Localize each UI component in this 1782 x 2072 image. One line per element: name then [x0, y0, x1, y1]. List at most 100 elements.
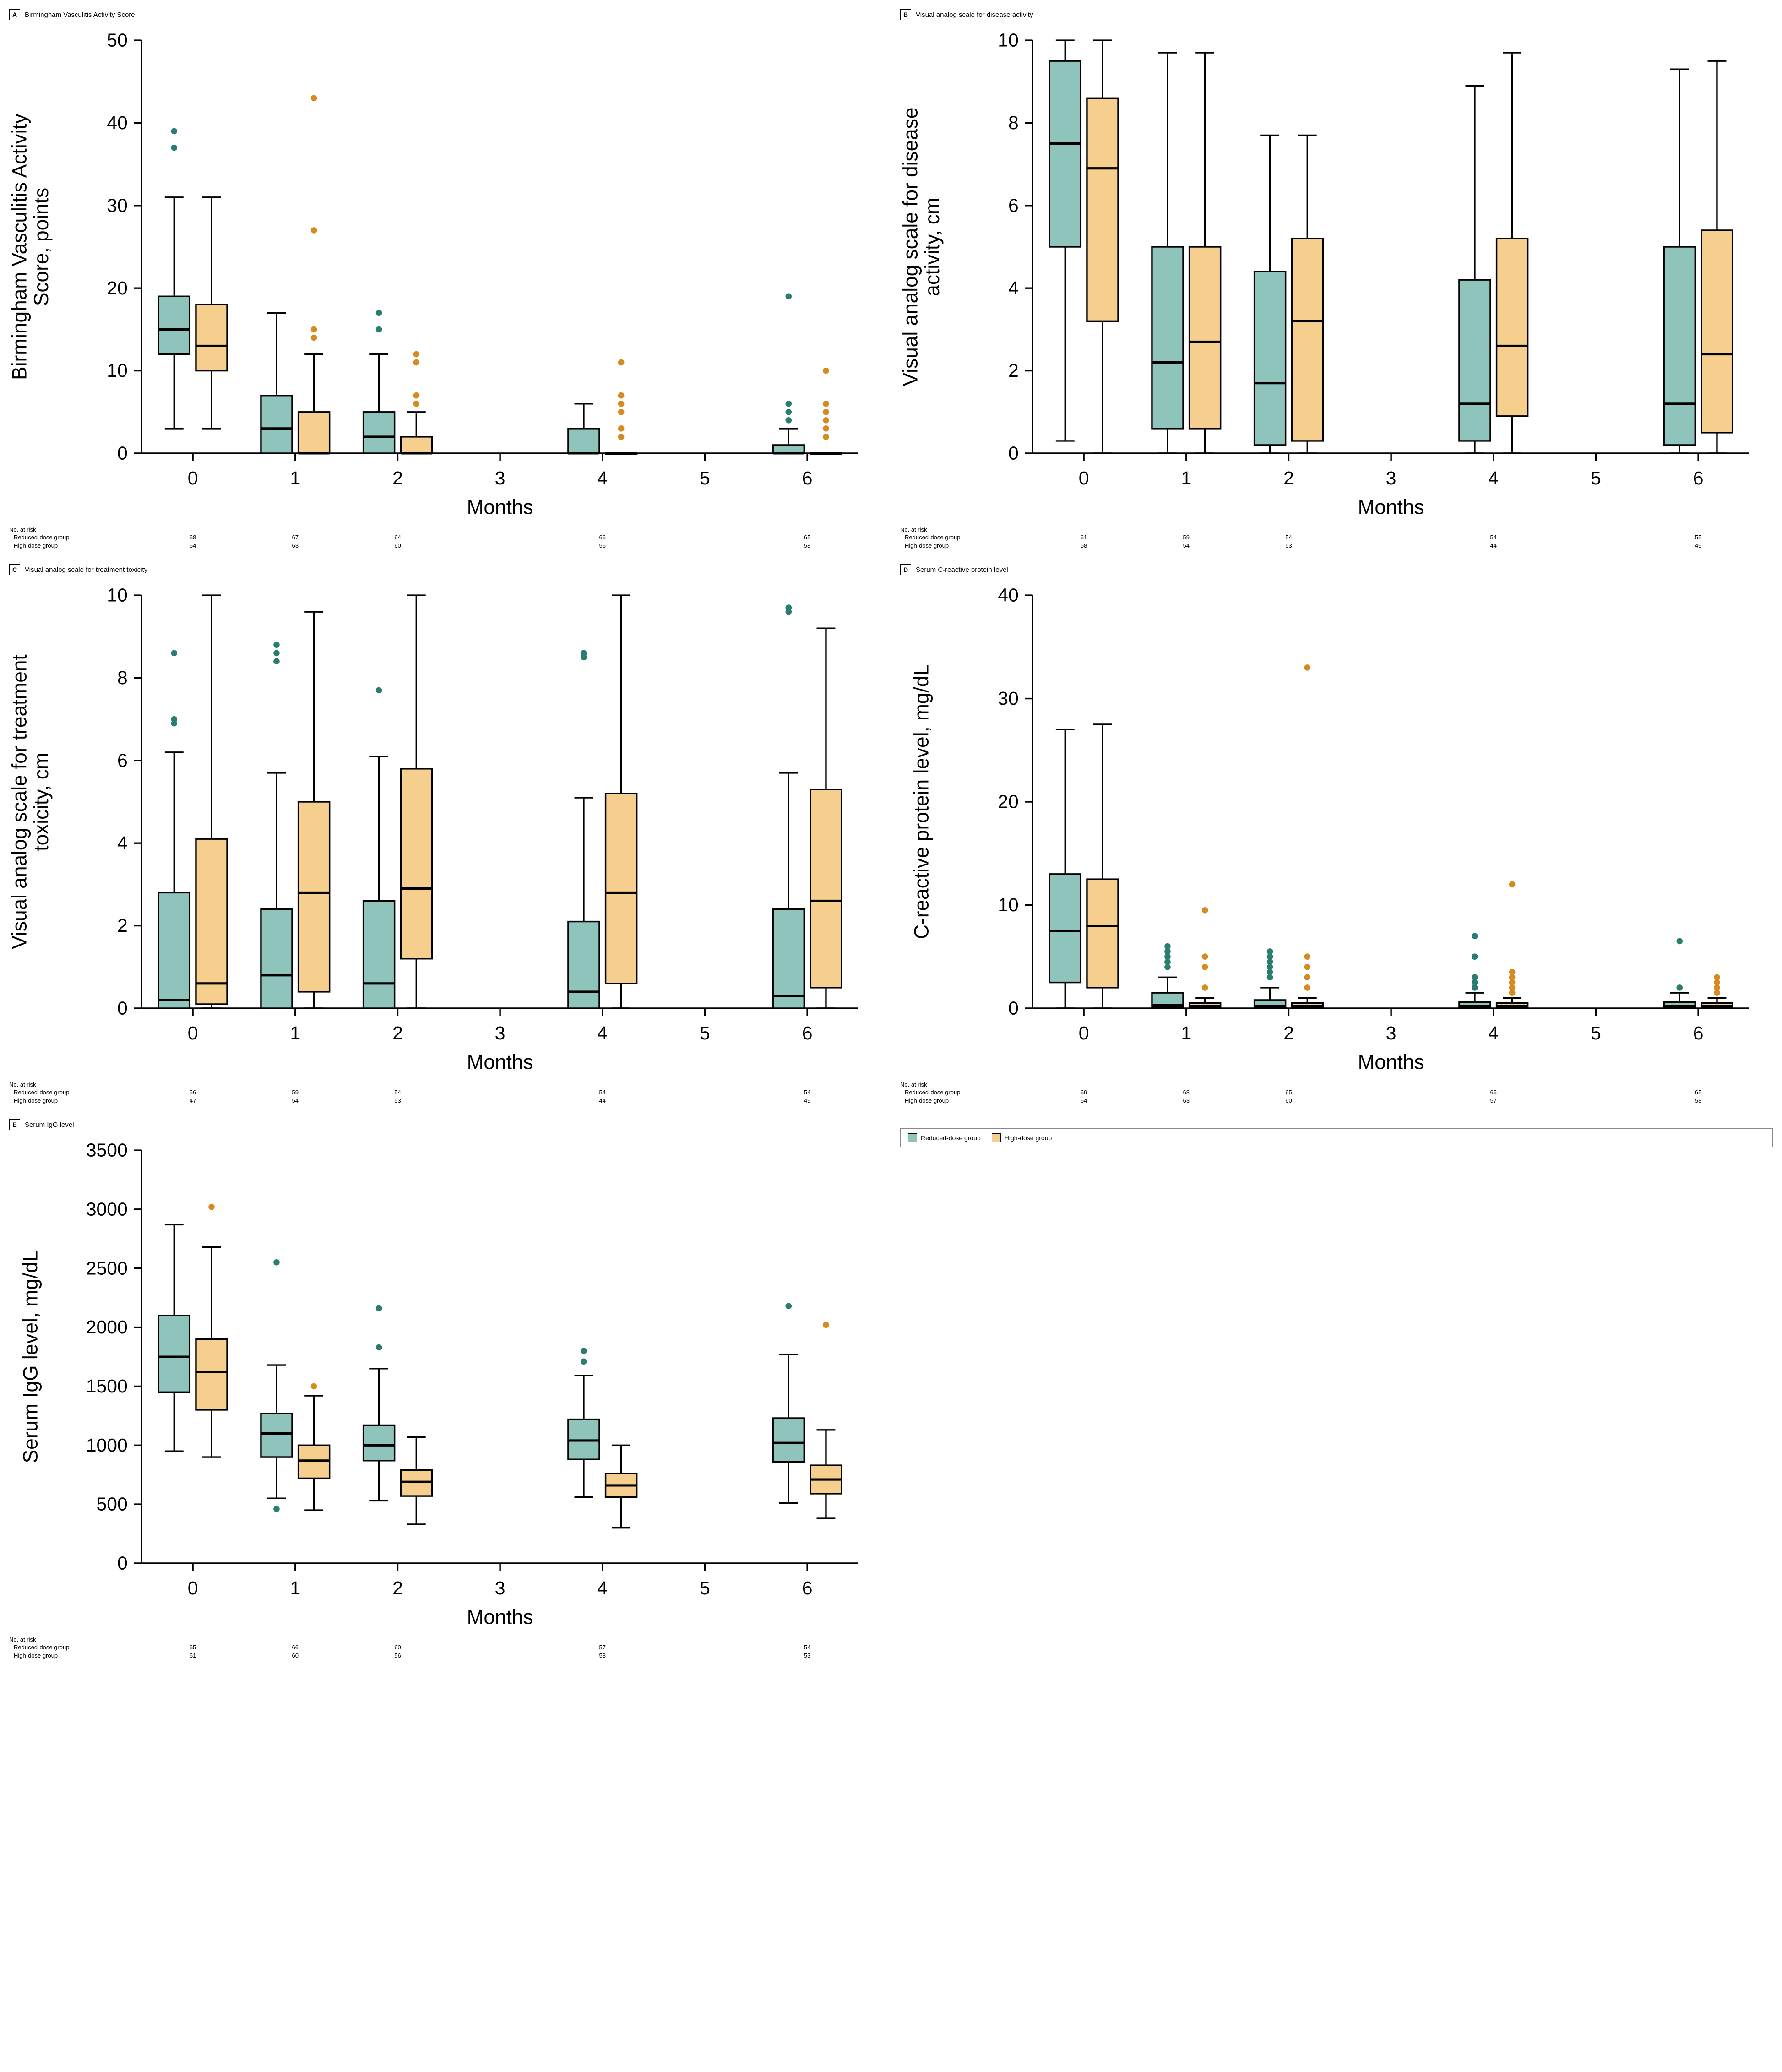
risk-cell: 54: [1183, 542, 1190, 549]
legend-item-high: High-dose group: [992, 1133, 1052, 1142]
risk-cell: 59: [1183, 534, 1190, 541]
svg-text:Visual analog scale for treatm: Visual analog scale for treatmenttoxicit…: [9, 654, 53, 949]
svg-text:0: 0: [1008, 998, 1019, 1019]
risk-cells: 6867646665: [141, 534, 858, 542]
risk-cell: 64: [394, 534, 401, 541]
svg-text:6: 6: [802, 468, 813, 489]
panel-letter: B: [900, 9, 911, 20]
svg-text:Birmingham Vasculitis Activity: Birmingham Vasculitis ActivityScore, poi…: [9, 113, 53, 380]
panel-letter: A: [9, 9, 20, 20]
risk-row-label: High-dose group: [9, 1097, 141, 1105]
risk-cells: 4754534449: [141, 1097, 858, 1105]
svg-text:2: 2: [392, 1577, 403, 1599]
risk-row-reduced: Reduced-dose group6566605754: [9, 1644, 882, 1652]
risk-cell: 68: [190, 534, 196, 541]
panel-title: Visual analog scale for disease activity: [916, 11, 1033, 19]
svg-text:6: 6: [1693, 468, 1704, 489]
svg-text:2: 2: [1008, 360, 1019, 381]
risk-cell: 65: [1695, 1089, 1701, 1096]
risk-row-label: High-dose group: [900, 542, 1032, 550]
svg-text:4: 4: [1008, 277, 1019, 299]
svg-text:3: 3: [1386, 1022, 1396, 1044]
risk-cell: 65: [804, 534, 810, 541]
svg-text:4: 4: [597, 1022, 608, 1044]
svg-text:0: 0: [117, 998, 128, 1019]
risk-row-label: High-dose group: [9, 542, 141, 550]
svg-text:3: 3: [495, 1577, 505, 1599]
risk-header: No. at risk: [9, 1636, 882, 1643]
svg-text:1: 1: [1181, 468, 1191, 489]
risk-cell: 65: [1285, 1089, 1292, 1096]
risk-row-high: High-dose group4754534449: [9, 1097, 882, 1105]
panel-B: B Visual analog scale for disease activi…: [900, 9, 1773, 550]
risk-cell: 67: [292, 534, 299, 541]
risk-cell: 61: [1081, 534, 1087, 541]
risk-cell: 44: [1490, 542, 1497, 549]
svg-text:Months: Months: [1358, 1051, 1424, 1074]
risk-cell: 57: [1490, 1097, 1497, 1104]
svg-text:1: 1: [290, 468, 300, 489]
svg-text:500: 500: [97, 1494, 128, 1515]
svg-text:0: 0: [188, 1022, 198, 1044]
svg-text:2: 2: [392, 468, 403, 489]
risk-cell: 55: [1695, 534, 1701, 541]
svg-text:50: 50: [107, 30, 127, 51]
risk-cells: 6463605758: [1032, 1097, 1749, 1105]
svg-text:Visual analog scale for diseas: Visual analog scale for diseaseactivity,…: [900, 107, 944, 386]
svg-text:0: 0: [117, 443, 128, 464]
svg-text:0: 0: [188, 468, 198, 489]
svg-text:30: 30: [998, 688, 1018, 709]
risk-cell: 60: [394, 1644, 401, 1651]
svg-text:5: 5: [700, 468, 710, 489]
panel-title: Birmingham Vasculitis Activity Score: [25, 11, 135, 19]
svg-text:20: 20: [998, 791, 1018, 812]
risk-row-label: High-dose group: [900, 1097, 1032, 1105]
risk-cell: 49: [1695, 542, 1701, 549]
chart-A: 010203040500123456Birmingham Vasculitis …: [9, 25, 882, 523]
legend-label-reduced: Reduced-dose group: [921, 1134, 981, 1142]
svg-text:Months: Months: [1358, 496, 1424, 519]
risk-cell: 49: [804, 1097, 810, 1104]
svg-text:3: 3: [495, 1022, 505, 1044]
risk-header: No. at risk: [9, 1081, 882, 1088]
risk-cells: 5659545454: [141, 1089, 858, 1097]
risk-header: No. at risk: [900, 526, 1773, 533]
risk-cell: 60: [1285, 1097, 1292, 1104]
risk-cell: 58: [804, 542, 810, 549]
risk-cell: 53: [394, 1097, 401, 1104]
legend-swatch-high: [992, 1133, 1001, 1142]
svg-text:C-reactive protein level, mg/d: C-reactive protein level, mg/dL: [910, 664, 933, 939]
risk-cell: 61: [190, 1652, 196, 1659]
svg-text:3: 3: [1386, 468, 1396, 489]
svg-text:2: 2: [1283, 468, 1294, 489]
risk-row-reduced: Reduced-dose group5659545454: [9, 1089, 882, 1097]
svg-text:6: 6: [1693, 1022, 1704, 1044]
svg-text:4: 4: [1488, 1022, 1499, 1044]
risk-cell: 68: [1183, 1089, 1190, 1096]
svg-text:1000: 1000: [86, 1435, 128, 1456]
risk-cell: 64: [190, 542, 196, 549]
svg-text:6: 6: [1008, 195, 1019, 216]
svg-text:10: 10: [107, 360, 127, 381]
risk-row-reduced: Reduced-dose group6968656665: [900, 1089, 1773, 1097]
svg-text:Months: Months: [467, 1051, 533, 1074]
svg-text:8: 8: [1008, 112, 1019, 133]
panel-title: Serum C-reactive protein level: [916, 566, 1008, 574]
legend-swatch-reduced: [908, 1133, 917, 1142]
risk-cell: 56: [394, 1652, 401, 1659]
svg-text:40: 40: [107, 112, 127, 133]
svg-text:20: 20: [107, 277, 127, 299]
risk-table-E: No. at riskReduced-dose group6566605754H…: [9, 1636, 882, 1660]
svg-text:0: 0: [1008, 443, 1019, 464]
risk-cell: 63: [1183, 1097, 1190, 1104]
risk-row-high: High-dose group5854534449: [900, 542, 1773, 550]
svg-text:4: 4: [597, 468, 608, 489]
legend: Reduced-dose group High-dose group: [900, 1128, 1773, 1147]
panel-letter: D: [900, 564, 911, 575]
risk-cell: 60: [292, 1652, 299, 1659]
risk-cell: 60: [394, 542, 401, 549]
risk-header: No. at risk: [9, 526, 882, 533]
risk-cells: 6463605658: [141, 542, 858, 550]
risk-cells: 6566605754: [141, 1644, 858, 1652]
panel-A: A Birmingham Vasculitis Activity Score 0…: [9, 9, 882, 550]
